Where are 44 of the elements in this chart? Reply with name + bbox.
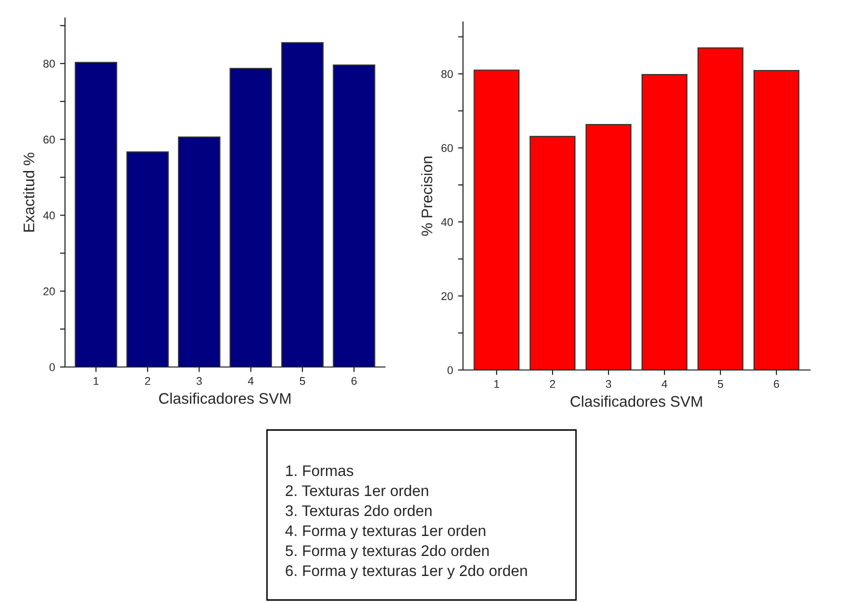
bar bbox=[74, 62, 118, 367]
y-tick-label: 0 bbox=[448, 366, 453, 374]
x-tick-label: 5 bbox=[300, 377, 306, 385]
x-tick-label: 2 bbox=[145, 377, 150, 385]
y-tick-label: 60 bbox=[441, 144, 453, 152]
x-tick-label: 3 bbox=[196, 377, 202, 385]
x-tick-label: 5 bbox=[718, 380, 724, 388]
bar bbox=[753, 70, 800, 370]
bar bbox=[281, 42, 324, 367]
x-tick-label: 2 bbox=[550, 380, 556, 388]
bar bbox=[332, 64, 376, 367]
y-tick-label: 40 bbox=[43, 212, 55, 220]
y-tick-label: 20 bbox=[43, 287, 55, 296]
x-tick-label: 4 bbox=[662, 380, 668, 388]
x-tick-label: 6 bbox=[774, 380, 780, 388]
y-tick-label: 80 bbox=[43, 60, 55, 68]
bar bbox=[178, 136, 220, 367]
bar bbox=[126, 151, 169, 367]
bar bbox=[698, 47, 744, 370]
x-axis-title: Clasificadores SVM bbox=[159, 392, 290, 404]
text: 5. Forma y texturas 2do orden bbox=[286, 544, 489, 560]
y-axis-title: % Precision bbox=[421, 156, 432, 236]
text: 1. Formas bbox=[286, 465, 354, 476]
y-tick-label: 80 bbox=[441, 70, 453, 78]
x-tick-label: 6 bbox=[352, 377, 357, 385]
text: 6. Forma y texturas 1er y 2do orden bbox=[286, 564, 527, 580]
y-tick-label: 40 bbox=[441, 218, 453, 226]
x-tick-label: 3 bbox=[606, 380, 612, 388]
y-tick-label: 0 bbox=[50, 363, 55, 372]
text: 3. Texturas 2do orden bbox=[286, 504, 432, 516]
bar bbox=[642, 74, 688, 370]
y-tick-label: 20 bbox=[441, 292, 453, 300]
bar bbox=[230, 68, 272, 367]
bar bbox=[474, 70, 520, 370]
x-tick-label: 1 bbox=[94, 377, 99, 385]
x-tick-label: 4 bbox=[248, 377, 254, 385]
text: 4. Forma y texturas 1er orden bbox=[285, 524, 486, 540]
x-axis-title: Clasificadores SVM bbox=[570, 396, 702, 407]
text: 2. Texturas 1er orden bbox=[286, 484, 428, 496]
y-axis-title: Exactitud % bbox=[23, 152, 34, 232]
bar bbox=[530, 136, 576, 370]
y-tick-label: 60 bbox=[43, 136, 55, 144]
bar bbox=[586, 124, 632, 370]
x-tick-label: 1 bbox=[494, 380, 500, 388]
